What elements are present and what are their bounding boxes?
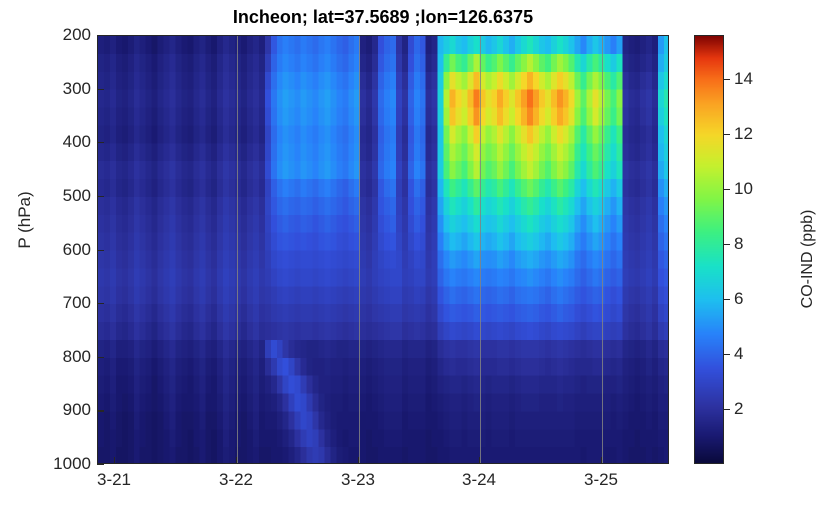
heatmap-plot-area[interactable] [97,35,669,464]
page-title: Incheon; lat=37.5689 ;lon=126.6375 [232,7,534,27]
colorbar-tick-4: 4 [734,344,744,363]
colorbar-tick-mark [724,299,730,301]
y-axis-tick-800: 800 [62,346,91,366]
y-axis-tick-1000: 1000 [53,454,91,473]
y-axis-tick-900: 900 [62,400,91,420]
colorbar-gradient [695,36,723,463]
x-axis-tick-mark [236,457,238,464]
colorbar-tick-mark [724,79,730,81]
x-axis-tick-3-23: 3-23 [340,470,376,489]
heatmap-canvas [98,36,668,463]
colorbar-tick-12: 12 [734,124,753,143]
x-axis-tick-3-24: 3-24 [461,470,497,489]
y-axis-tick-mark [97,249,104,251]
y-axis-tick-500: 500 [62,185,91,205]
x-axis-tick-mark [358,457,360,464]
y-axis-tick-200: 200 [62,25,91,44]
y-axis-label: P (hPa) [15,191,34,249]
colorbar-tick-14: 14 [734,69,753,88]
x-axis-tick-mark [479,457,481,464]
colorbar-tick-mark [724,409,730,411]
colorbar-tick-mark [724,134,730,136]
y-axis-tick-600: 600 [62,239,91,259]
y-axis-tick-mark [97,303,104,305]
y-axis-tick-mark [97,88,104,90]
y-axis-tick-300: 300 [62,78,91,98]
colorbar-label: CO-IND (ppb) [799,209,816,309]
y-axis-tick-mark [97,356,104,358]
colorbar-tick-mark [724,189,730,191]
colorbar-tick-mark [724,354,730,356]
y-axis-tick-mark [97,142,104,144]
y-axis-tick-700: 700 [62,293,91,313]
y-axis-tick-labels: 200 300 400 500 600 700 800 900 1000 [27,0,91,521]
x-axis-tick-mark [601,457,603,464]
x-axis-tick-3-21: 3-21 [96,470,132,489]
y-axis-tick-mark [97,410,104,412]
y-axis-tick-mark [97,464,104,466]
colorbar-tick-6: 6 [734,289,744,308]
x-axis-tick-3-25: 3-25 [583,470,619,489]
x-axis-tick-mark [114,457,116,464]
colorbar-tick-10: 10 [734,179,753,198]
y-axis-tick-400: 400 [62,132,91,152]
x-axis-tick-3-22: 3-22 [218,470,254,489]
colorbar-tick-mark [724,244,730,246]
colorbar-tick-2: 2 [734,399,744,418]
colorbar-tick-8: 8 [734,234,744,253]
colorbar[interactable] [694,35,724,464]
y-axis-tick-mark [97,195,104,198]
